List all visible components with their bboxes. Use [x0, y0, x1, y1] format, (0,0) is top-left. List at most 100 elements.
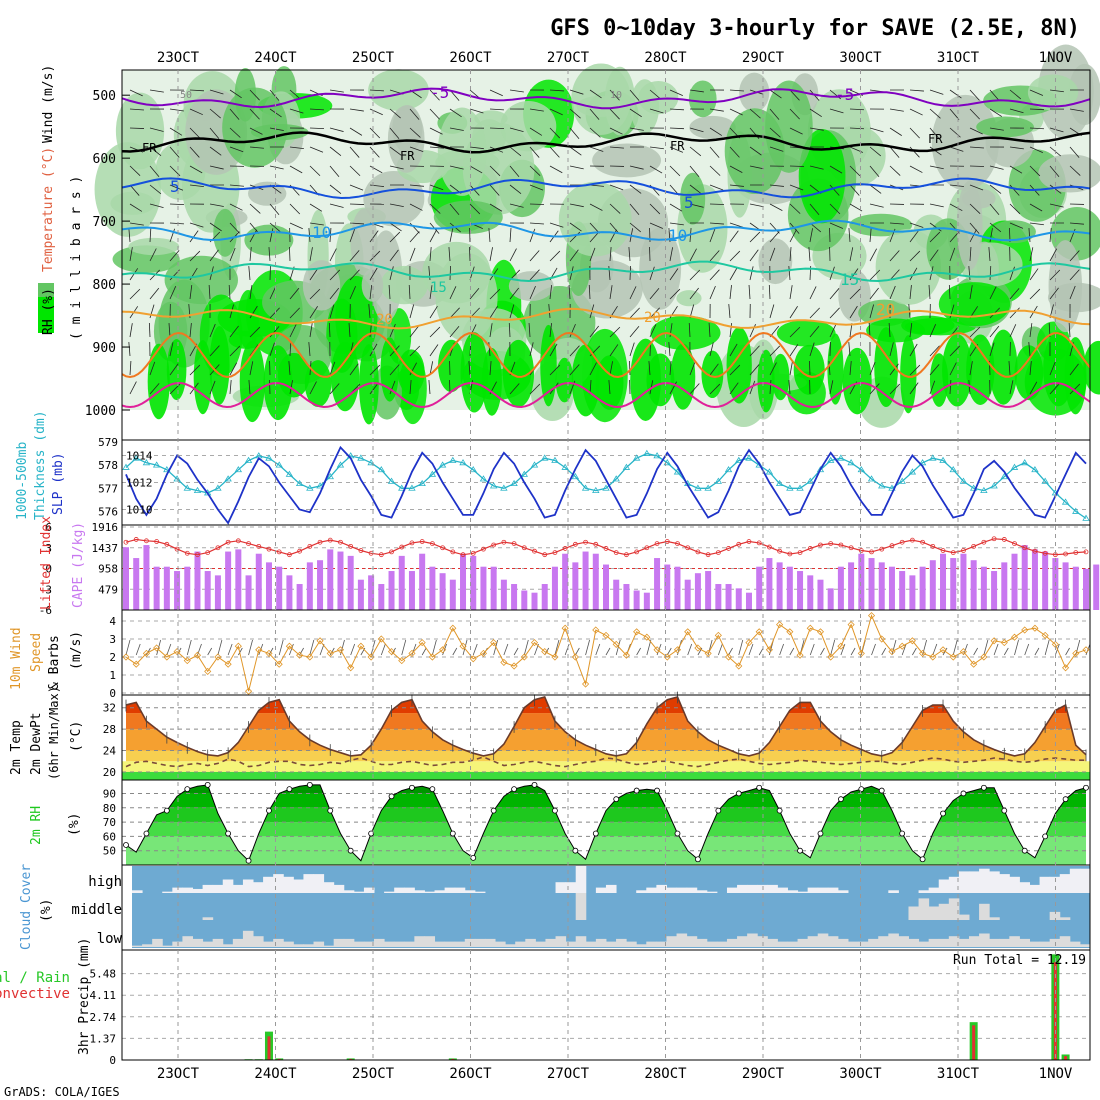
rh-blob [422, 241, 491, 304]
upper-wind-barb [989, 89, 1000, 101]
rh-blob-lower [555, 357, 574, 403]
upper-wind-barb [589, 203, 603, 211]
thickness-marker [520, 470, 529, 477]
thickness-marker [1061, 498, 1070, 505]
upper-y-tick-label: 700 [93, 215, 116, 230]
thickness-marker [408, 484, 416, 491]
wind10-barb [993, 643, 999, 656]
cloud-low-label: low [97, 931, 123, 947]
wind10-marker [142, 649, 150, 657]
wind10-barb [442, 643, 447, 656]
upper-wind-barb [929, 380, 936, 395]
thickness-marker [826, 456, 835, 463]
thickness-marker [643, 449, 651, 456]
rh-blob [368, 69, 429, 111]
lifted-tick-label: -6 [39, 604, 52, 617]
upper-wind-barb [629, 325, 640, 338]
upper-wind-barb [189, 108, 203, 116]
wind10-marker [510, 662, 518, 670]
upper-wind-barb [129, 127, 145, 129]
thickness-marker [735, 456, 743, 463]
upper-wind-barb [429, 203, 441, 214]
cloud-bar [273, 938, 284, 947]
cloud-panel: high middle low [71, 864, 1091, 951]
upper-wind-barb [969, 89, 980, 101]
cloud-bar [525, 938, 536, 947]
upper-wind-barb [809, 342, 815, 357]
upper-wind-barb [489, 165, 501, 177]
cloud-bar [555, 936, 567, 947]
wind10-marker [275, 660, 283, 668]
rh-blob-lower [166, 339, 187, 401]
upper-wind-barb [869, 304, 875, 319]
upper-wind-barb [289, 307, 300, 319]
upper-wind-barb [529, 222, 544, 225]
lifted-marker [858, 548, 864, 553]
cloud-bar [293, 944, 304, 947]
thickness-marker [295, 479, 304, 487]
upper-wind-barb [149, 361, 156, 376]
upper-wind-barb [409, 362, 417, 376]
upper-wind-barb [729, 230, 739, 243]
upper-wind-barb [509, 184, 522, 194]
cloud-bar [464, 890, 476, 893]
top-date-label: 27OCT [547, 50, 590, 66]
upper-wind-barb [468, 361, 471, 376]
upper-wind-barb [569, 203, 584, 208]
cape-bar [541, 584, 548, 610]
upper-wind-barb [289, 108, 304, 114]
wind10-marker [1021, 626, 1029, 634]
cloud-bar [202, 884, 214, 893]
rh-blob [688, 80, 717, 118]
wind10-barb [738, 639, 744, 656]
thickness-marker [541, 454, 549, 461]
cape-bar [715, 584, 722, 610]
upper-wind-barb [848, 342, 851, 357]
upper-wind-barb [969, 127, 983, 135]
cloud-bar [938, 903, 950, 920]
upper-wind-barb [369, 146, 380, 158]
upper-wind-barb [968, 380, 971, 395]
wind10-marker [704, 649, 712, 657]
lifted-marker [818, 542, 823, 548]
iso-label-fr-b: FR [400, 149, 415, 163]
upper-wind-barb [989, 108, 1002, 117]
upper-wind-barb [669, 288, 681, 300]
top-date-label: 24OCT [254, 50, 297, 66]
rh2m-marker [429, 786, 436, 793]
cloud-bar [303, 944, 315, 947]
cape-bar [204, 571, 211, 610]
upper-wind-barb [389, 108, 401, 119]
upper-wind-barb [169, 222, 184, 225]
upper-wind-barb [669, 247, 674, 262]
cloud-bar [1029, 884, 1041, 893]
temp-tick-label: 20 [103, 766, 116, 779]
upper-wind-barb [949, 380, 952, 395]
upper-wind-barb [909, 323, 913, 338]
wind10-barb [952, 639, 958, 656]
wind10-barb [687, 643, 693, 656]
lifted-marker [777, 548, 783, 554]
cape-bar [337, 551, 344, 610]
upper-wind-barb [309, 222, 324, 226]
upper-wind-barb [589, 146, 604, 152]
upper-wind-barb [469, 146, 484, 150]
upper-wind-barb [309, 127, 325, 129]
upper-wind-barb [249, 247, 252, 262]
upper-wind-barb [969, 361, 973, 376]
upper-wind-barb [349, 250, 360, 262]
thickness-markers [122, 449, 1090, 521]
cloud-bar [827, 936, 839, 947]
top-date-label: 23OCT [157, 50, 200, 66]
upper-wind-barb [909, 146, 920, 158]
wind10-marker [326, 649, 334, 657]
upper-wind-barb [209, 203, 224, 207]
wind10-barb [186, 639, 192, 656]
lifted-marker [920, 539, 925, 545]
lifted-marker [899, 539, 905, 545]
upper-wind-barb [609, 222, 620, 234]
thickness-tick-label: 578 [98, 459, 118, 472]
label-temp-b: 2m DewPt [29, 712, 44, 775]
upper-wind-barb [249, 146, 264, 149]
thickness-marker [1082, 514, 1090, 521]
